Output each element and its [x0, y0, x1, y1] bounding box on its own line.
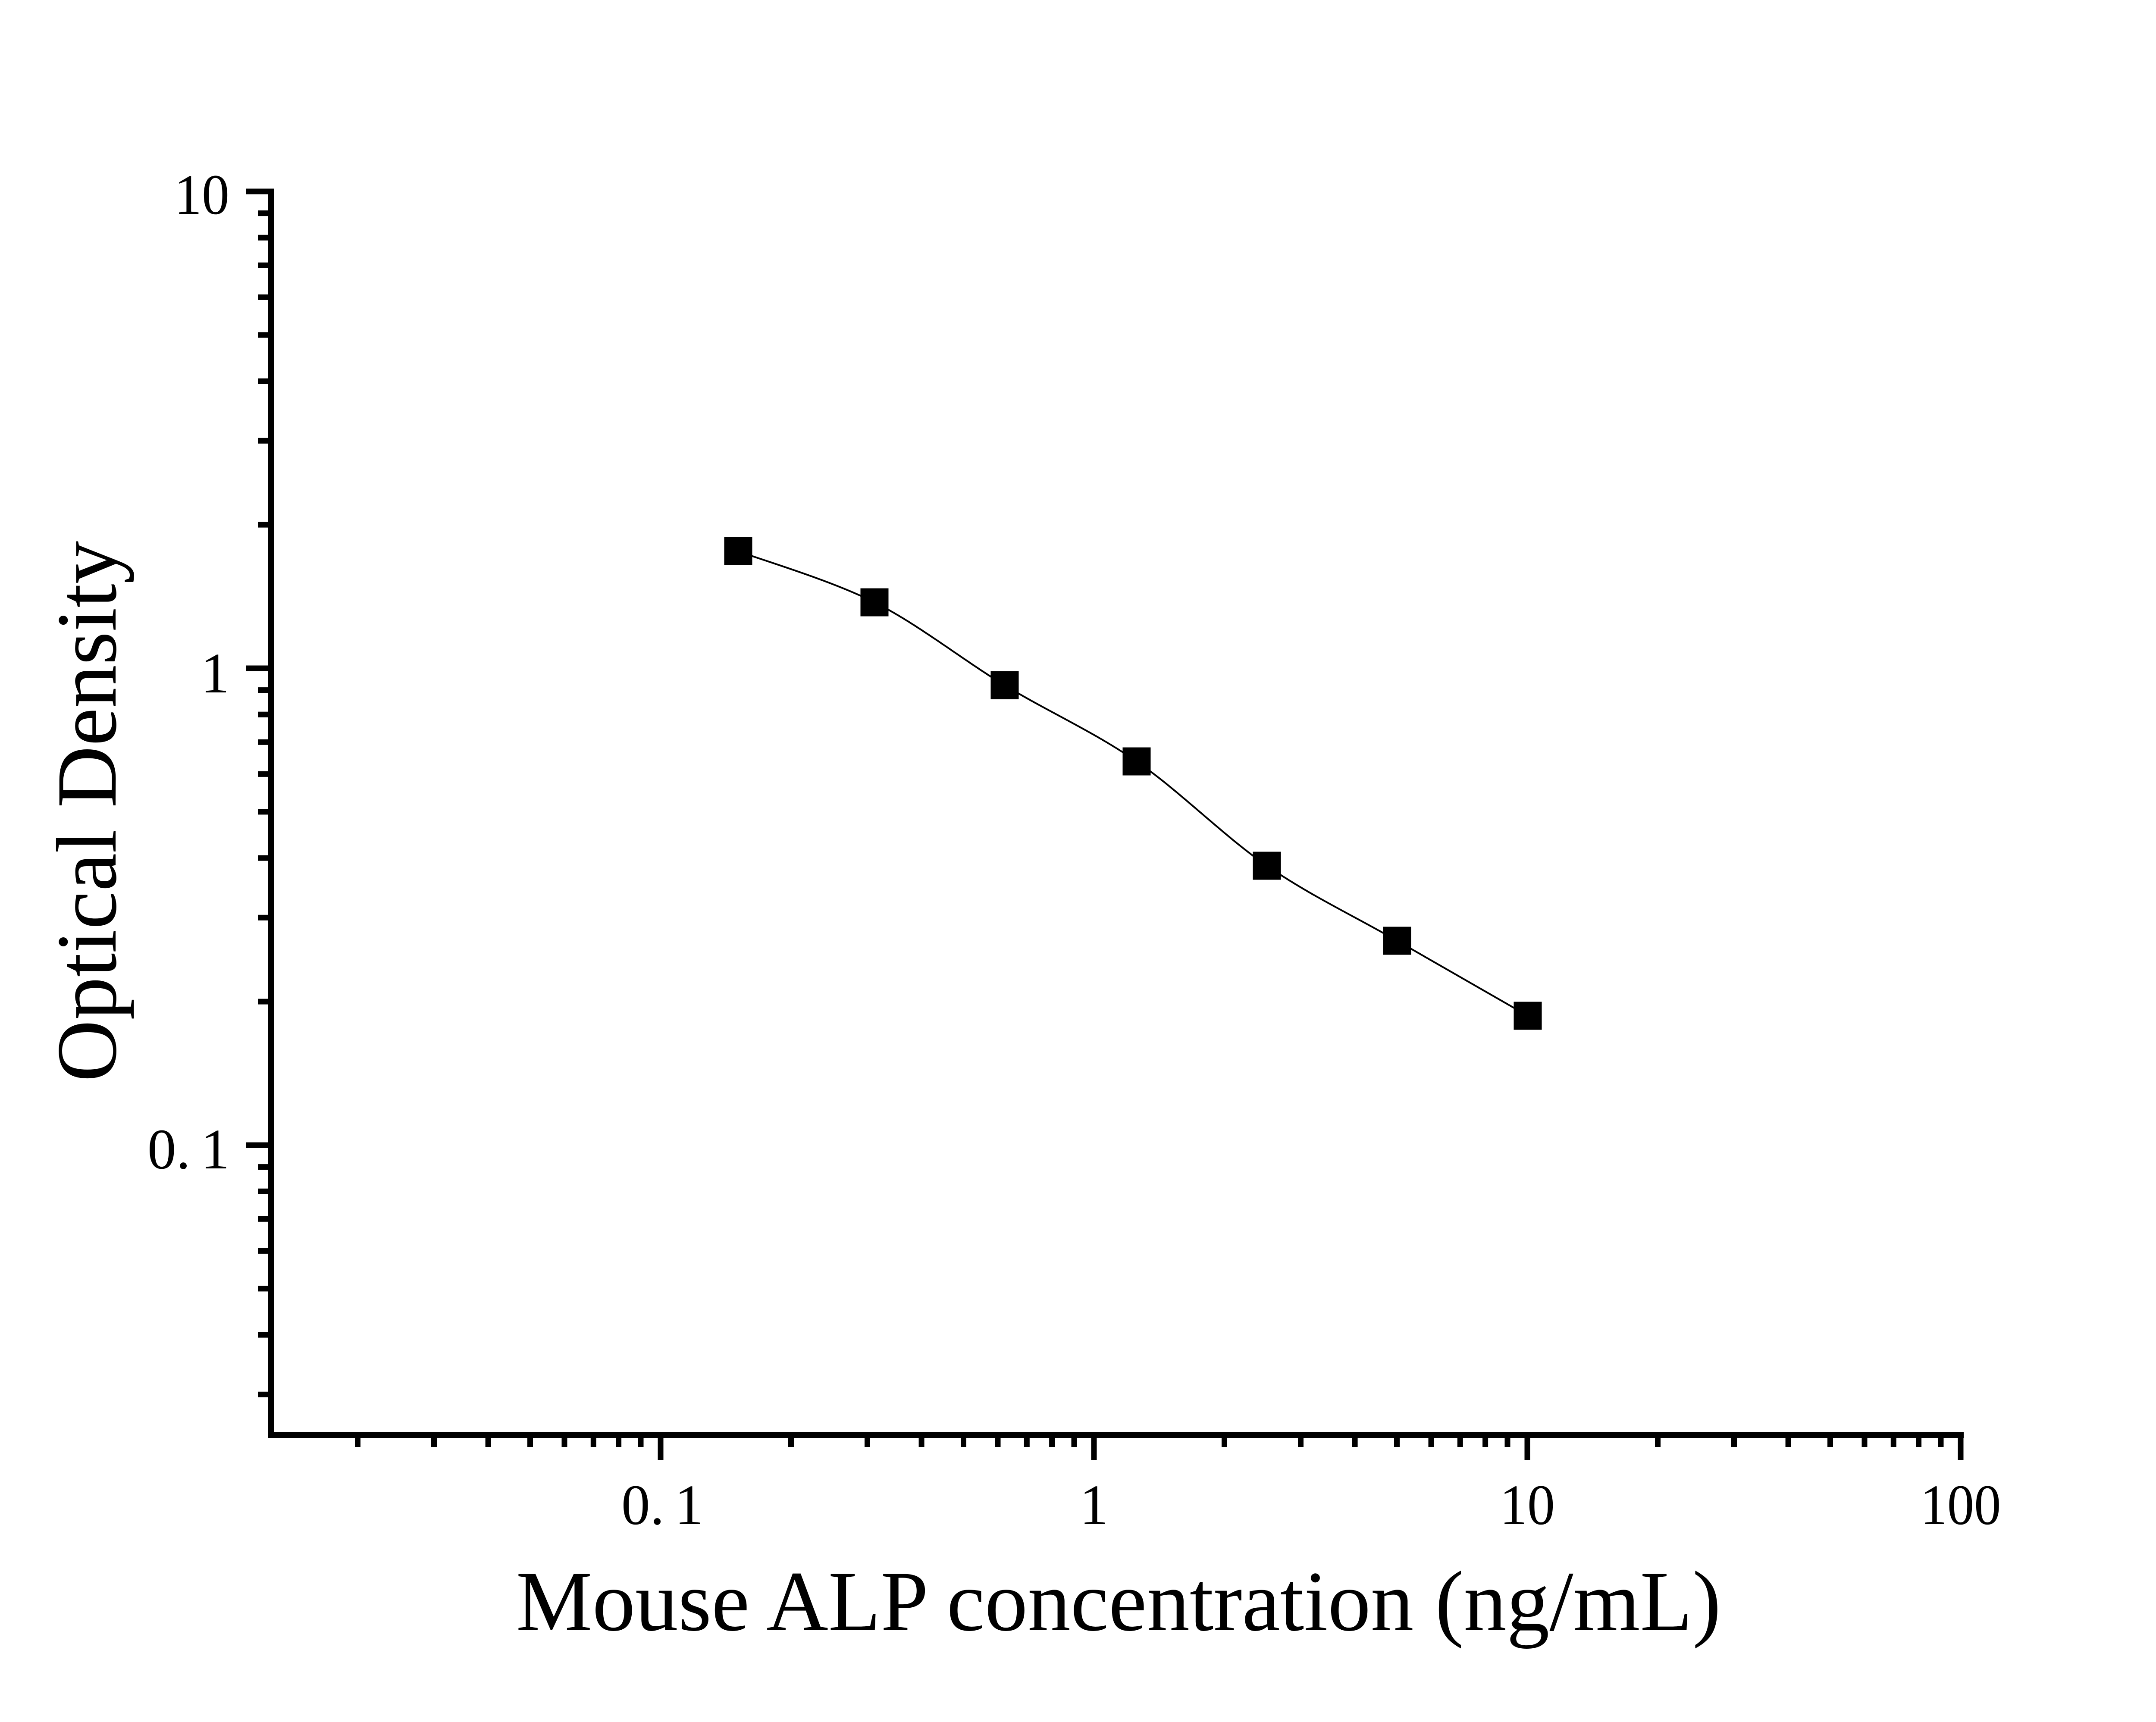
- svg-text:100: 100: [1921, 1473, 2001, 1537]
- svg-text:Mouse ALP concentration (ng/mL: Mouse ALP concentration (ng/mL): [516, 1554, 1721, 1649]
- svg-text:1: 1: [201, 641, 230, 705]
- svg-text:1: 1: [1080, 1473, 1109, 1537]
- svg-text:0.1: 0. 1: [621, 1473, 703, 1537]
- svg-text:0.1: 0. 1: [147, 1117, 229, 1181]
- svg-text:10: 10: [174, 163, 229, 226]
- svg-text:Optical Density: Optical Density: [40, 541, 135, 1082]
- svg-text:10: 10: [1500, 1473, 1555, 1537]
